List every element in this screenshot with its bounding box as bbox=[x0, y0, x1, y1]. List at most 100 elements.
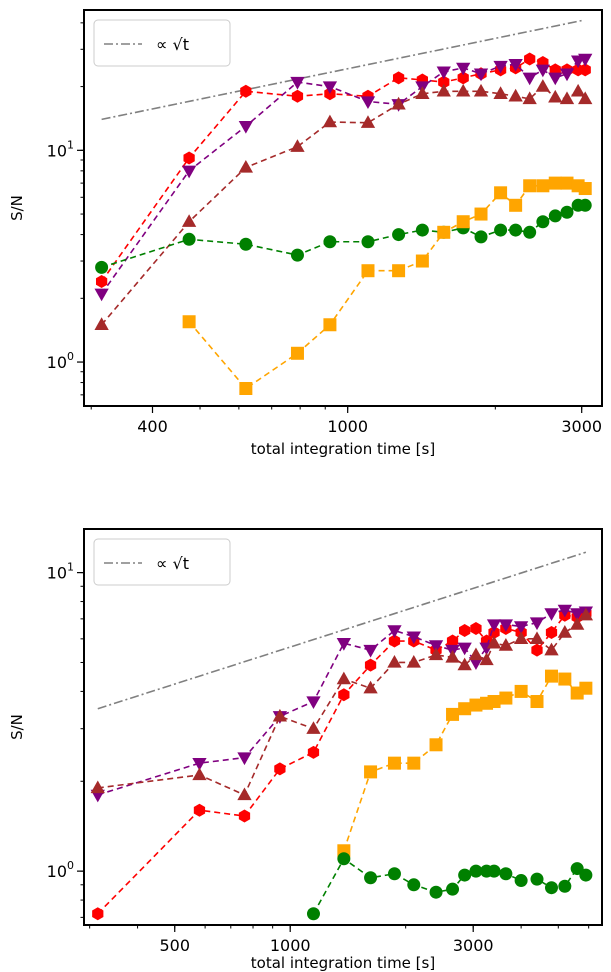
data-point bbox=[523, 179, 537, 193]
data-point bbox=[474, 230, 488, 244]
data-point bbox=[535, 79, 551, 92]
data-point bbox=[237, 787, 252, 801]
data-point bbox=[579, 868, 593, 882]
series-line bbox=[97, 612, 587, 915]
reference-sqrt-line bbox=[101, 19, 582, 121]
data-point bbox=[578, 53, 593, 67]
series-square bbox=[337, 669, 593, 858]
plot-frame bbox=[83, 9, 603, 407]
data-point bbox=[579, 63, 591, 77]
data-point bbox=[513, 621, 529, 634]
data-point bbox=[306, 696, 321, 709]
data-point bbox=[363, 680, 378, 694]
data-point bbox=[392, 264, 406, 278]
data-point bbox=[544, 642, 559, 656]
data-point bbox=[238, 120, 254, 134]
data-point bbox=[468, 657, 484, 670]
data-point bbox=[457, 657, 472, 671]
data-point bbox=[428, 640, 444, 653]
data-point bbox=[498, 638, 514, 651]
data-point bbox=[536, 215, 550, 229]
x-tick-label: 400 bbox=[137, 417, 168, 436]
data-point bbox=[494, 186, 508, 200]
data-point bbox=[531, 643, 543, 657]
data-point bbox=[391, 96, 406, 110]
data-point bbox=[509, 198, 523, 212]
data-point bbox=[529, 617, 545, 631]
data-point bbox=[458, 868, 472, 882]
data-point bbox=[456, 215, 470, 229]
series-triangle_up bbox=[90, 607, 594, 801]
data-point bbox=[468, 647, 484, 661]
data-point bbox=[181, 165, 197, 179]
data-point bbox=[364, 871, 378, 885]
legend-label: ∝ √t bbox=[156, 35, 189, 54]
data-point bbox=[578, 91, 593, 105]
data-point bbox=[290, 248, 304, 262]
data-point bbox=[459, 623, 471, 637]
x-tick-label: 1000 bbox=[270, 936, 311, 955]
data-point bbox=[95, 275, 108, 289]
x-tick-label: 3000 bbox=[561, 417, 602, 436]
plot-area bbox=[90, 551, 594, 921]
data-point bbox=[544, 669, 558, 683]
data-point bbox=[456, 62, 471, 76]
data-point bbox=[361, 264, 375, 278]
data-point bbox=[360, 96, 376, 110]
data-point bbox=[238, 809, 251, 823]
data-point bbox=[415, 254, 429, 268]
data-point bbox=[364, 765, 378, 779]
data-point bbox=[193, 803, 206, 817]
data-point bbox=[530, 872, 544, 886]
data-point bbox=[290, 346, 304, 360]
data-point bbox=[307, 745, 320, 759]
series-square bbox=[182, 176, 592, 395]
data-point bbox=[92, 907, 104, 921]
data-point bbox=[182, 315, 196, 329]
data-point bbox=[529, 631, 545, 645]
data-point bbox=[322, 81, 338, 95]
data-point bbox=[415, 86, 430, 99]
legend-box bbox=[93, 19, 231, 67]
data-point bbox=[548, 176, 562, 190]
data-point bbox=[428, 647, 444, 661]
data-point bbox=[493, 60, 508, 74]
data-point bbox=[487, 864, 501, 878]
data-point bbox=[545, 626, 558, 640]
data-point bbox=[578, 607, 594, 621]
data-point bbox=[388, 634, 401, 648]
data-point bbox=[570, 608, 585, 621]
data-point bbox=[469, 698, 483, 712]
data-point bbox=[429, 885, 443, 899]
data-point bbox=[544, 608, 559, 621]
series-line bbox=[188, 182, 586, 390]
plot-area bbox=[94, 19, 593, 395]
data-point bbox=[513, 631, 529, 645]
data-point bbox=[90, 780, 105, 794]
data-point bbox=[557, 604, 572, 618]
data-point bbox=[514, 874, 528, 888]
data-point bbox=[522, 72, 537, 86]
data-point bbox=[360, 115, 376, 128]
data-point bbox=[548, 89, 563, 103]
data-point bbox=[486, 619, 502, 633]
data-point bbox=[237, 752, 252, 766]
data-point bbox=[522, 91, 537, 105]
data-point bbox=[291, 89, 304, 103]
data-point bbox=[323, 318, 337, 332]
data-point bbox=[406, 631, 421, 645]
data-point bbox=[406, 655, 421, 668]
data-point bbox=[457, 642, 472, 656]
data-point bbox=[336, 638, 352, 651]
data-point bbox=[446, 634, 459, 648]
data-point bbox=[183, 151, 195, 165]
x-tick-label: 3000 bbox=[453, 936, 494, 955]
data-point bbox=[363, 644, 378, 658]
data-point bbox=[192, 767, 207, 781]
data-point bbox=[274, 762, 286, 776]
legend-box bbox=[93, 538, 231, 586]
data-point bbox=[387, 625, 402, 638]
data-point bbox=[514, 684, 528, 698]
data-point bbox=[493, 86, 508, 99]
